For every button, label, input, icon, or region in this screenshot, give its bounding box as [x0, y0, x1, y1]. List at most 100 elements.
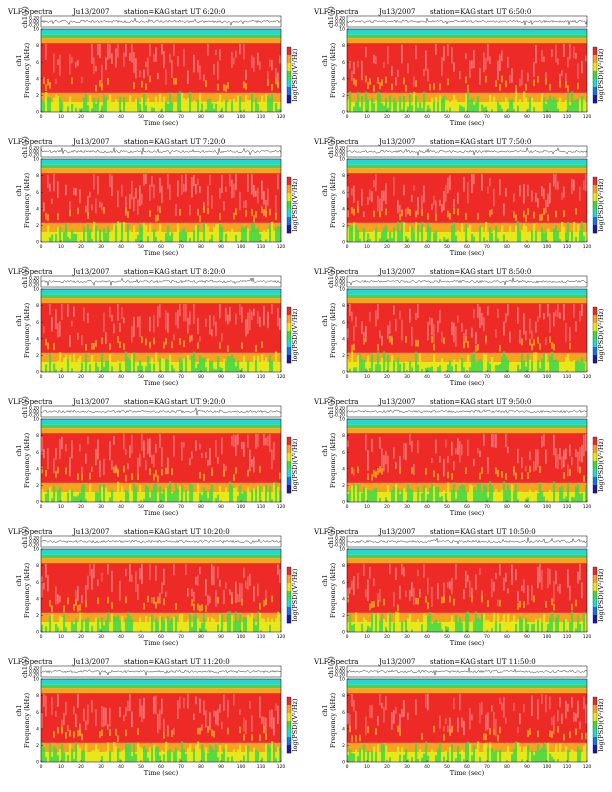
spectrogram-lowband-streak: [193, 749, 196, 762]
spectrogram-lowband-streak: [497, 238, 500, 242]
waveform-line: [346, 537, 588, 545]
spectrogram-white-streak: [93, 563, 95, 579]
spectrogram-lowband-streak: [363, 617, 366, 632]
spectrogram-lowband-streak: [157, 746, 160, 762]
x-tick-label: 40: [424, 114, 430, 120]
spectrogram-white-streak: [77, 693, 79, 708]
spectrogram-orange-patch: [265, 598, 267, 606]
spectrogram-white-streak: [255, 190, 257, 197]
spectrogram-white-streak: [349, 60, 351, 69]
colorbar-segment: [287, 47, 291, 56]
spectrogram-white-streak: [567, 569, 569, 588]
spectrogram-lowband-streak: [239, 369, 242, 372]
spectrogram-lowband-streak: [243, 617, 246, 632]
spectrogram-lowband-streak: [347, 227, 350, 242]
spectrogram-white-streak: [495, 433, 497, 448]
spectrogram-lowband-streak: [559, 622, 562, 632]
waveform-axis-label: ch1(V): [21, 526, 29, 548]
x-tick-label: 70: [484, 244, 490, 250]
spectrogram-lowband-streak: [267, 491, 270, 502]
spectrogram-lowband-streak: [561, 485, 564, 502]
colorbar-segment: [287, 575, 291, 584]
spectrogram-white-streak: [57, 594, 59, 604]
spectrogram-white-streak: [59, 595, 61, 603]
spectrogram-lowband-streak: [493, 751, 496, 762]
spectrogram-orange-patch: [125, 729, 127, 737]
spectrogram-lowband-streak: [213, 227, 216, 242]
spectrogram-lowband-streak: [133, 108, 136, 112]
spectrogram-white-streak: [425, 693, 427, 709]
spectrogram-white-streak: [349, 714, 351, 727]
spectrogram-lowband-streak: [263, 486, 266, 502]
spectrogram-lowband-streak: [195, 224, 198, 242]
spectrogram-lowband-streak: [129, 95, 132, 112]
spectrogram-lowband-streak: [47, 489, 50, 502]
spectrogram-white-streak: [215, 710, 217, 725]
wave-tick-label: -0.20: [27, 283, 39, 289]
spectrogram-panel: VLF Spectra Ju13/2007 station=KAG start UT …: [306, 266, 612, 397]
spectrogram-orange-patch: [379, 82, 381, 90]
spectrogram-white-streak: [139, 698, 141, 717]
spectrogram-lowband-streak: [159, 358, 162, 372]
spectrogram-lowband-streak: [413, 91, 416, 112]
spectrogram-lowband-streak: [477, 618, 480, 632]
spectrogram-lowband-streak: [531, 97, 534, 112]
spectrogram-lowband-streak: [53, 363, 56, 372]
spectrogram-white-streak: [543, 433, 545, 447]
spectrogram-lowband-streak: [357, 484, 360, 502]
spectrogram-lowband-streak: [215, 369, 218, 372]
spectrogram-orange-patch: [471, 595, 473, 603]
spectrogram-orange-patch: [429, 83, 431, 91]
y-tick-label: 8: [342, 303, 345, 309]
spectrogram-lowband-streak: [459, 105, 462, 112]
spectrogram-lowband-streak: [349, 490, 352, 502]
spectrogram-lowband-streak: [461, 358, 464, 372]
spectrogram-white-streak: [97, 579, 99, 587]
spectrogram-white-streak: [559, 447, 561, 460]
spectrogram-lowband-streak: [269, 222, 272, 242]
spectrogram-lowband-streak: [577, 484, 580, 502]
spectrogram-lowband-streak: [173, 107, 176, 112]
spectrogram-orange-patch: [451, 473, 453, 480]
spectrogram-orange-patch: [199, 215, 201, 223]
x-tick-label: 90: [218, 504, 224, 510]
spectrogram-lowband-streak: [375, 227, 378, 242]
spectrogram-lowband-streak: [575, 753, 578, 762]
time-ticks: 0 10 20 30 40 50 60 70 80 90 100 110 120: [346, 110, 591, 120]
waveform-ticks: 0.200.00-0.20: [333, 406, 345, 419]
spectrogram-white-streak: [151, 455, 153, 464]
spectrogram-lowband-streak: [347, 99, 350, 112]
waveform-frame: [346, 145, 588, 158]
spectrogram-lowband-streak: [455, 758, 458, 762]
spectrogram-lowband-streak: [65, 354, 68, 372]
spectrogram-white-streak: [211, 329, 213, 337]
spectrogram-lowband-streak: [125, 490, 128, 502]
spectrogram-white-streak: [431, 457, 433, 463]
spectrogram-white-streak: [267, 435, 269, 447]
y-tick-label: 0: [342, 630, 345, 636]
spectrogram-lowband-streak: [125, 742, 128, 762]
spectrogram-white-streak: [555, 448, 557, 468]
spectrogram-orange-patch: [243, 733, 245, 741]
spectrogram-white-streak: [585, 55, 587, 62]
spectrogram-white-streak: [129, 445, 131, 458]
spectrogram-lowband-streak: [503, 614, 506, 632]
spectrogram-white-streak: [159, 592, 161, 604]
spectrogram-lowband-streak: [59, 97, 62, 112]
spectrogram-white-streak: [149, 438, 151, 458]
spectrogram-white-streak: [131, 325, 133, 343]
x-tick-label: 40: [424, 244, 430, 250]
spectrogram-lowband-streak: [273, 482, 276, 502]
y-tick-label: 0: [342, 240, 345, 246]
spectrogram-band: [347, 168, 587, 174]
spectrogram-orange-patch: [527, 730, 529, 737]
spectrogram-orange-patch: [357, 466, 359, 474]
spectrogram-lowband-streak: [495, 488, 498, 502]
spectrogram-orange-patch: [369, 603, 371, 611]
spectrogram-lowband-streak: [425, 488, 428, 502]
spectrogram-lowband-streak: [231, 101, 234, 112]
spectrogram-white-streak: [549, 182, 551, 204]
spectrogram-orange-patch: [447, 210, 449, 218]
spectrogram-white-streak: [535, 321, 537, 333]
spectrogram-lowband-streak: [129, 230, 132, 242]
